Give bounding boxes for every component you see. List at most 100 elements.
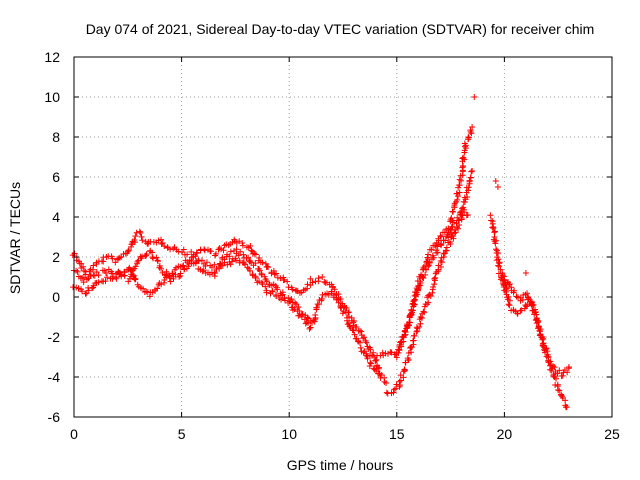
data-point bbox=[466, 178, 473, 185]
data-point bbox=[532, 309, 539, 316]
data-point bbox=[495, 262, 502, 269]
data-point bbox=[400, 374, 407, 381]
x-tick-label: 20 bbox=[497, 426, 513, 442]
data-point bbox=[159, 239, 166, 246]
data-point bbox=[401, 332, 408, 339]
data-point bbox=[307, 324, 314, 331]
data-point bbox=[118, 273, 125, 280]
data-point bbox=[495, 256, 502, 263]
data-point bbox=[416, 323, 423, 330]
data-point bbox=[239, 240, 246, 247]
data-point bbox=[440, 250, 447, 257]
data-point bbox=[146, 293, 153, 300]
data-point bbox=[263, 278, 270, 285]
data-point bbox=[533, 320, 540, 327]
chart-title: Day 074 of 2021, Sidereal Day-to-day VTE… bbox=[86, 21, 595, 37]
data-point bbox=[524, 301, 531, 308]
data-point bbox=[412, 288, 419, 295]
data-point bbox=[313, 304, 320, 311]
data-point bbox=[176, 273, 183, 280]
data-point bbox=[424, 254, 431, 261]
data-point bbox=[158, 265, 165, 272]
data-point bbox=[468, 130, 475, 137]
data-point bbox=[563, 404, 570, 410]
data-point bbox=[228, 258, 235, 265]
data-point bbox=[565, 364, 572, 370]
data-point bbox=[458, 212, 465, 219]
data-point bbox=[265, 264, 272, 271]
data-point bbox=[309, 279, 316, 286]
data-point bbox=[161, 271, 168, 278]
data-point bbox=[158, 236, 165, 243]
data-point bbox=[211, 261, 218, 268]
data-point bbox=[166, 274, 173, 281]
data-point bbox=[469, 168, 476, 174]
data-point bbox=[258, 279, 265, 286]
data-point bbox=[247, 267, 254, 274]
data-point bbox=[125, 248, 132, 255]
data-point bbox=[357, 344, 364, 351]
x-axis-label: GPS time / hours bbox=[287, 457, 394, 473]
data-point bbox=[75, 285, 82, 292]
data-point bbox=[169, 270, 176, 277]
data-point bbox=[185, 263, 192, 270]
data-point bbox=[109, 255, 116, 262]
data-point bbox=[451, 219, 458, 226]
data-point bbox=[116, 254, 123, 261]
data-point bbox=[184, 251, 191, 258]
data-point bbox=[175, 248, 182, 255]
data-point bbox=[489, 224, 496, 231]
data-point bbox=[460, 204, 467, 211]
data-point bbox=[132, 263, 139, 270]
data-point bbox=[505, 301, 512, 308]
data-point bbox=[406, 319, 413, 326]
data-point bbox=[551, 374, 558, 381]
data-point bbox=[299, 311, 306, 318]
data-point bbox=[404, 355, 411, 362]
data-point bbox=[442, 237, 449, 244]
data-point bbox=[321, 278, 328, 285]
data-point bbox=[458, 216, 465, 223]
data-point bbox=[556, 387, 563, 394]
data-point bbox=[453, 190, 460, 197]
data-point bbox=[74, 268, 81, 275]
data-point bbox=[456, 182, 463, 189]
data-point bbox=[434, 249, 441, 256]
data-point bbox=[339, 310, 346, 317]
data-point bbox=[438, 233, 445, 240]
data-point bbox=[518, 307, 525, 314]
data-point bbox=[121, 272, 128, 279]
data-point bbox=[82, 290, 89, 297]
data-point bbox=[236, 238, 243, 245]
data-point bbox=[381, 378, 388, 385]
data-point bbox=[358, 328, 365, 335]
data-point bbox=[239, 242, 246, 249]
data-point bbox=[150, 255, 157, 262]
data-point bbox=[431, 275, 438, 282]
data-point bbox=[130, 267, 137, 274]
data-point bbox=[71, 250, 78, 257]
data-point bbox=[462, 142, 469, 149]
data-point bbox=[445, 234, 452, 241]
data-point bbox=[136, 228, 143, 235]
data-point bbox=[303, 319, 310, 326]
data-point bbox=[95, 272, 102, 279]
data-point bbox=[513, 293, 520, 300]
data-point bbox=[501, 276, 508, 283]
data-point bbox=[346, 323, 353, 330]
y-axis-ticks: -6 -4 -2 0 2 4 6 8 10 12 bbox=[44, 49, 612, 425]
data-point bbox=[296, 308, 303, 315]
data-point bbox=[356, 339, 363, 346]
data-point bbox=[388, 349, 395, 356]
data-point bbox=[236, 258, 243, 265]
data-point bbox=[259, 281, 266, 288]
data-point bbox=[248, 247, 255, 254]
data-point bbox=[554, 370, 561, 377]
data-point bbox=[468, 168, 475, 175]
data-point bbox=[306, 325, 313, 332]
data-point bbox=[383, 389, 390, 396]
data-point bbox=[446, 238, 453, 245]
data-point bbox=[379, 349, 386, 356]
data-point bbox=[395, 349, 402, 356]
